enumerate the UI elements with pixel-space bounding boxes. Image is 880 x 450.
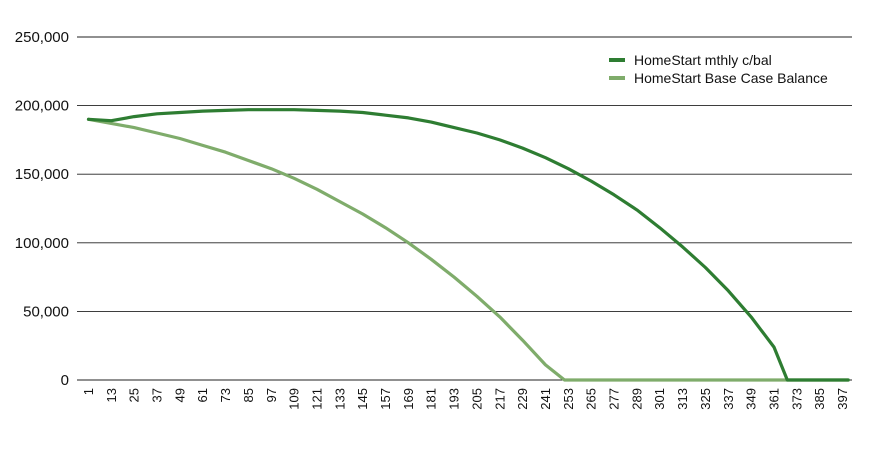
legend-label: HomeStart Base Case Balance [634,70,828,86]
x-tick-label: 25 [127,388,142,402]
x-tick-label: 349 [744,388,759,410]
x-tick-label: 397 [835,388,850,410]
grid-lines [77,36,852,381]
x-tick-label: 181 [424,388,439,410]
x-tick-label: 13 [104,388,119,402]
x-tick-label: 121 [309,388,324,410]
x-tick-label: 229 [515,388,530,410]
x-tick-label: 205 [469,388,484,410]
x-tick-label: 385 [812,388,827,410]
x-tick-label: 289 [629,388,644,410]
x-tick-label: 49 [172,388,187,402]
x-tick-label: 109 [287,388,302,410]
x-tick-label: 193 [447,388,462,410]
series-line-2 [86,117,850,382]
x-tick-label: 373 [789,388,804,410]
x-tick-label: 253 [561,388,576,410]
legend: HomeStart mthly c/bal HomeStart Base Case… [609,52,828,86]
x-tick-label: 1 [81,388,96,395]
x-tick-label: 265 [584,388,599,410]
legend-label: HomeStart mthly c/bal [634,52,772,68]
x-tick-label: 37 [150,388,165,402]
x-tick-label: 337 [721,388,736,410]
x-tick-label: 217 [492,388,507,410]
y-tick-label: 150,000 [15,166,69,183]
x-tick-label: 361 [766,388,781,410]
x-tick-label: 313 [675,388,690,410]
x-tick-label: 157 [378,388,393,410]
y-tick-label: 0 [61,372,69,389]
x-axis-ticks: 1 13 25 37 49 61 73 85 97 109 121 133 145 157 169 181 19… [81,388,850,410]
y-tick-label: 50,000 [23,303,69,320]
y-tick-label: 250,000 [15,29,69,46]
x-tick-label: 73 [218,388,233,402]
x-tick-label: 133 [332,388,347,410]
x-tick-label: 277 [607,388,622,410]
x-tick-label: 85 [241,388,256,402]
x-tick-label: 97 [264,388,279,402]
x-tick-label: 301 [652,388,667,410]
x-tick-label: 241 [538,388,553,410]
series-line-1 [86,108,850,382]
series-lines [86,108,850,382]
x-tick-label: 145 [355,388,370,410]
y-tick-label: 100,000 [15,235,69,252]
y-tick-label: 200,000 [15,98,69,115]
y-axis-ticks: 0 50,000 100,000 150,000 200,000 250,000 [15,29,69,389]
x-tick-label: 325 [698,388,713,410]
x-tick-label: 169 [401,388,416,410]
x-tick-label: 61 [195,388,210,402]
